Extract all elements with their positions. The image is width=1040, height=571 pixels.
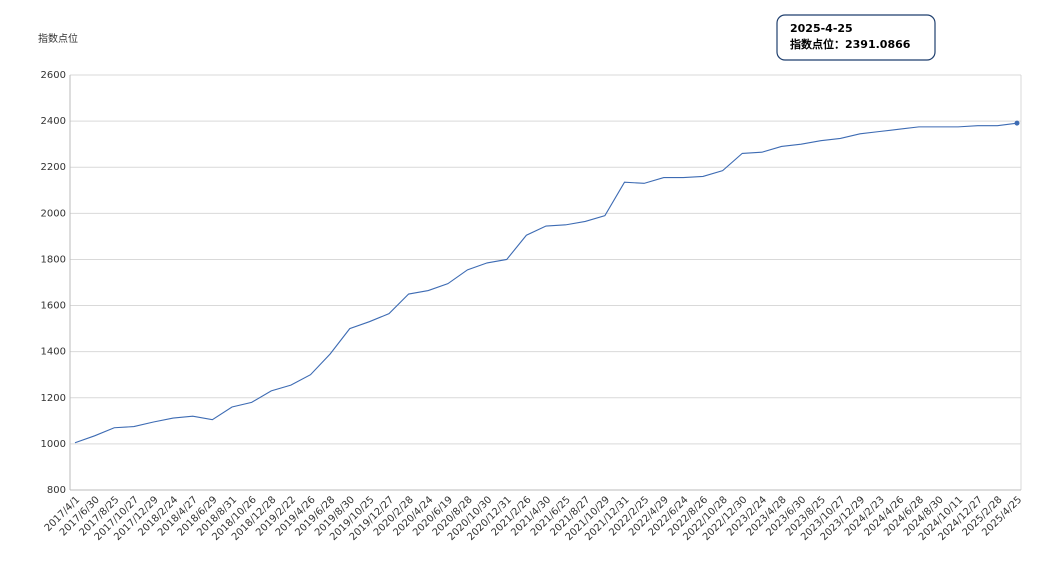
y-tick-label: 2600 (41, 70, 66, 81)
line (74, 122, 1018, 444)
y-tick-label: 1800 (41, 254, 66, 265)
y-tick-label: 800 (47, 485, 66, 496)
tooltip-number: 2391.0866 (845, 38, 911, 51)
y-tick-label: 2000 (41, 208, 66, 219)
y-axis-label: 指数点位 (38, 32, 78, 45)
tooltip-box (776, 14, 936, 61)
tooltip-date: 2025-4-25 (790, 22, 853, 35)
point-marker (1014, 120, 1020, 126)
y-tick-label: 2200 (41, 162, 66, 173)
y-tick-label: 2400 (41, 116, 66, 127)
tooltip-label: 指数点位： (790, 37, 845, 51)
tooltip-value: 指数点位：2391.0866 (790, 37, 911, 51)
y-tick-label: 1200 (41, 393, 66, 404)
tooltip: 2025-4-25 指数点位：2391.0866 (776, 14, 936, 61)
y-tick-label: 1600 (41, 301, 66, 312)
y-tick-label: 1400 (41, 347, 66, 358)
y-tick-label: 1000 (41, 439, 66, 450)
